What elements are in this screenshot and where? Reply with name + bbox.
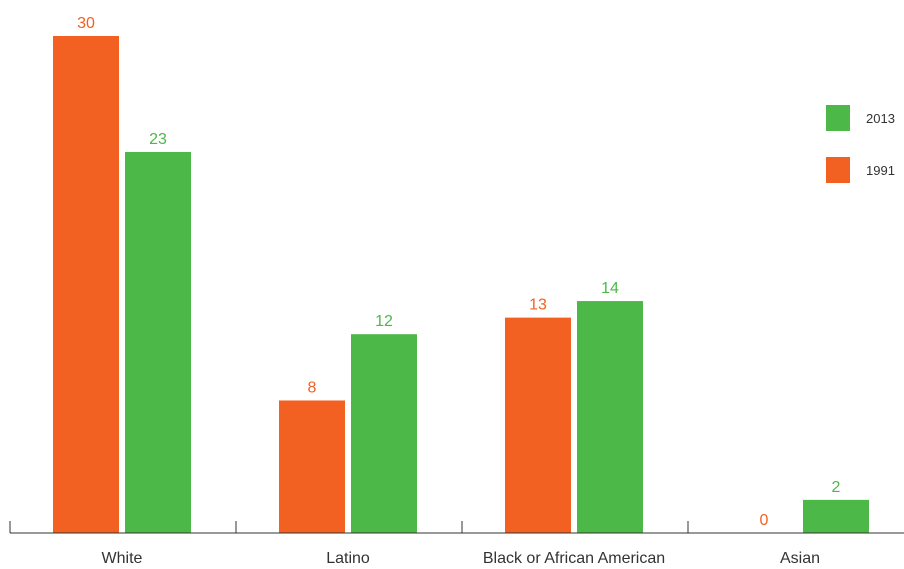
bar-2013-latino (351, 334, 417, 533)
data-label: 23 (149, 131, 167, 148)
bar-1991-black-or-african-american (505, 317, 571, 533)
data-label: 0 (760, 512, 769, 529)
legend-label-2013: 2013 (866, 111, 895, 126)
data-label: 2 (832, 479, 841, 496)
bar-1991-white (53, 36, 119, 533)
legend-swatch-2013 (826, 105, 850, 131)
data-label: 14 (601, 280, 619, 297)
bar-1991-latino (279, 400, 345, 533)
legend-swatch-1991 (826, 157, 850, 183)
x-axis (9, 521, 904, 534)
bar-2013-white (125, 151, 191, 533)
legend-label-1991: 1991 (866, 163, 895, 178)
x-tick-label: Black or African American (483, 550, 665, 567)
plot-area: 30 23 8 12 13 14 0 2 (53, 15, 869, 533)
data-label: 12 (375, 313, 393, 330)
data-label: 13 (529, 297, 547, 314)
category-labels: White Latino Black or African American Asia… (102, 550, 820, 567)
bar-2013-asian (803, 499, 869, 533)
x-tick-label: Asian (780, 550, 820, 567)
x-tick-label: White (102, 550, 143, 567)
data-label: 8 (308, 379, 317, 396)
x-tick-label: Latino (326, 550, 370, 567)
legend: 2013 1991 (826, 105, 895, 183)
data-label: 30 (77, 15, 95, 32)
bar-2013-black-or-african-american (577, 301, 643, 533)
